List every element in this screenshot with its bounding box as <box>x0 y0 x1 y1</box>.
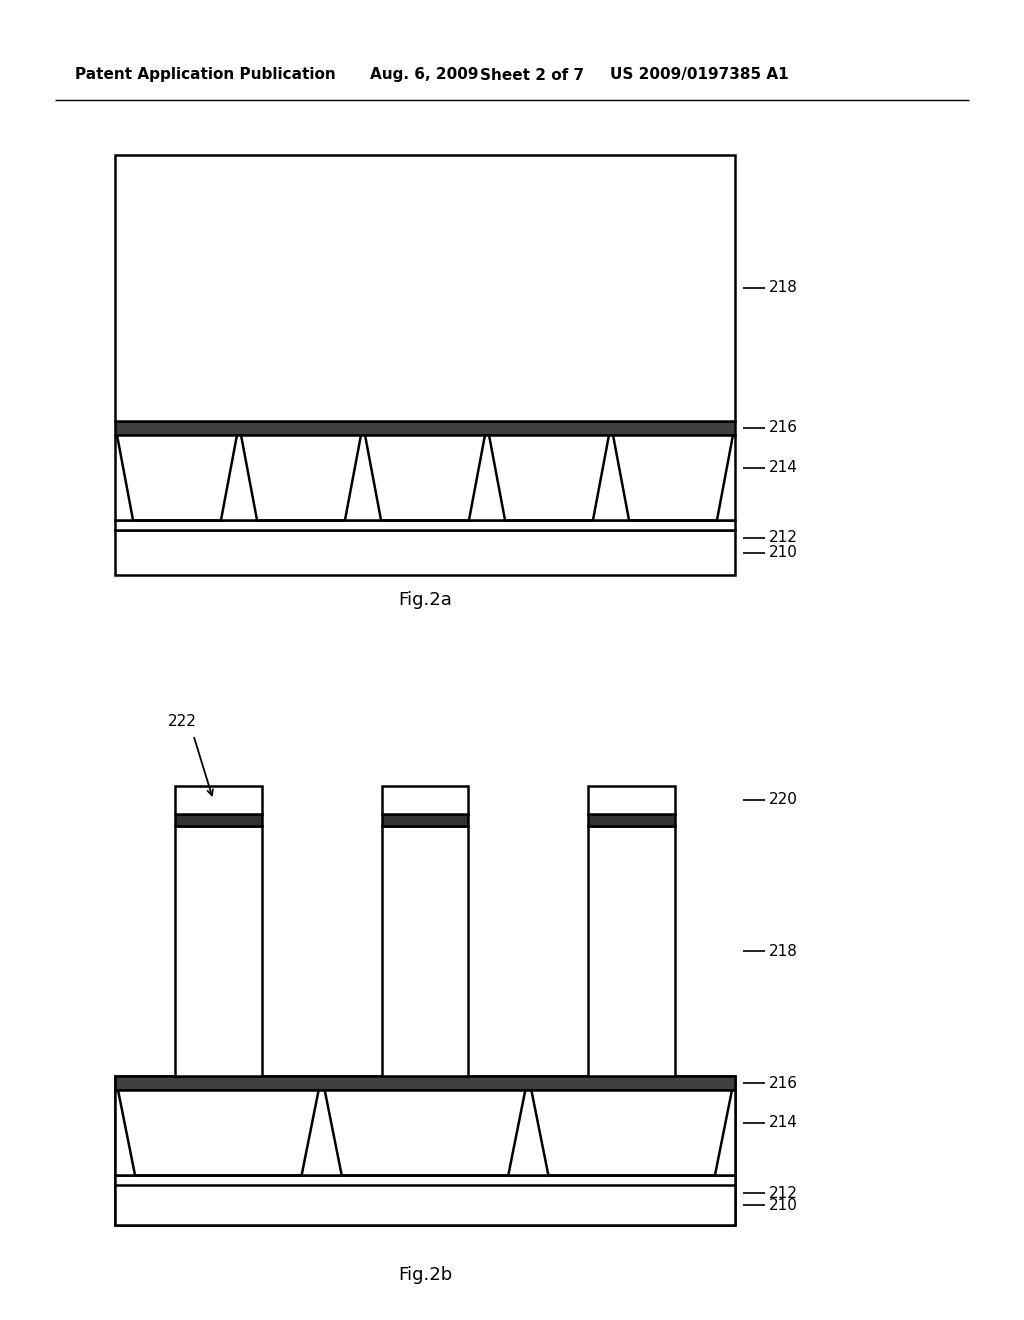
Text: 220: 220 <box>769 792 798 808</box>
Bar <box>588 814 675 826</box>
Text: 212: 212 <box>769 531 798 545</box>
Bar <box>588 826 675 1076</box>
Bar <box>115 531 735 576</box>
Text: 218: 218 <box>769 281 798 296</box>
Bar <box>115 421 735 436</box>
Bar <box>382 814 468 826</box>
Bar <box>115 1185 735 1225</box>
Bar <box>115 1076 735 1090</box>
Text: 210: 210 <box>769 545 798 560</box>
Bar <box>382 785 468 814</box>
Bar <box>115 154 735 421</box>
Text: 214: 214 <box>769 1115 798 1130</box>
Text: 214: 214 <box>769 459 798 475</box>
Bar <box>175 814 262 826</box>
Text: 210: 210 <box>769 1197 798 1213</box>
Bar <box>175 826 262 1076</box>
Text: Fig.2b: Fig.2b <box>398 1266 453 1284</box>
Bar <box>175 785 262 814</box>
Bar <box>115 1076 735 1225</box>
Bar <box>115 520 735 531</box>
Text: 212: 212 <box>769 1185 798 1200</box>
Text: 216: 216 <box>769 421 798 436</box>
Text: 218: 218 <box>769 944 798 958</box>
Text: 216: 216 <box>769 1076 798 1090</box>
Bar <box>382 826 468 1076</box>
Text: Aug. 6, 2009: Aug. 6, 2009 <box>370 67 478 82</box>
Bar <box>115 1175 735 1185</box>
Text: 222: 222 <box>168 714 198 730</box>
Bar <box>115 1090 735 1175</box>
Text: US 2009/0197385 A1: US 2009/0197385 A1 <box>610 67 788 82</box>
Text: Fig.2a: Fig.2a <box>398 591 452 609</box>
Text: Patent Application Publication: Patent Application Publication <box>75 67 336 82</box>
Bar <box>115 436 735 520</box>
Text: Sheet 2 of 7: Sheet 2 of 7 <box>480 67 584 82</box>
Bar <box>588 785 675 814</box>
